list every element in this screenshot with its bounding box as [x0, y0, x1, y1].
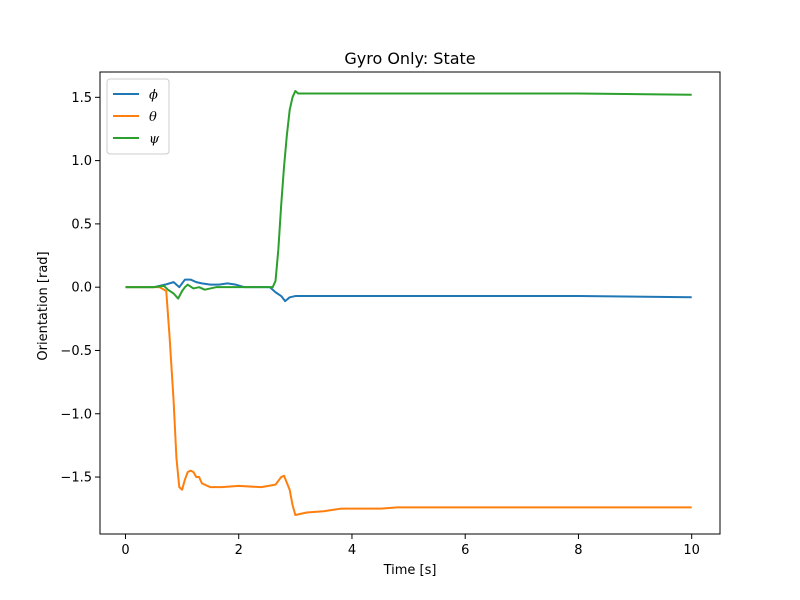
y-tick-label: −1.5	[60, 471, 92, 486]
plot-frame	[99, 71, 721, 535]
legend-label: θ	[149, 110, 157, 125]
y-tick-label: 1.0	[71, 154, 92, 169]
legend: ϕθψ	[106, 78, 170, 155]
x-tick-label: 6	[461, 543, 469, 558]
x-tick-label: 0	[121, 543, 129, 558]
x-tick-label: 8	[574, 543, 582, 558]
series-line-2	[125, 286, 692, 517]
y-axis-label: Orientation [rad]	[36, 251, 51, 360]
y-axis: −1.5 −1.0 −0.5 0.0 0.5 1.0 1.5	[60, 91, 100, 486]
y-tick-label: −1.0	[60, 407, 92, 422]
legend-label: ϕ	[149, 88, 158, 103]
x-tick-label: 4	[348, 543, 356, 558]
y-tick-label: −0.5	[60, 344, 92, 359]
y-tick-label: 0.0	[71, 281, 92, 296]
series-line-3	[125, 89, 692, 300]
legend-label: ψ	[149, 132, 160, 147]
y-tick-label: 0.5	[71, 217, 92, 232]
series-layer	[125, 89, 692, 517]
x-axis-label: Time [s]	[383, 563, 437, 578]
y-tick-label: 1.5	[71, 91, 92, 106]
series-line-1	[125, 278, 692, 303]
x-tick-label: 10	[683, 543, 700, 558]
x-axis: 0 2 4 6 8 10	[121, 534, 700, 558]
chart-title: Gyro Only: State	[344, 49, 475, 68]
x-tick-label: 2	[235, 543, 243, 558]
